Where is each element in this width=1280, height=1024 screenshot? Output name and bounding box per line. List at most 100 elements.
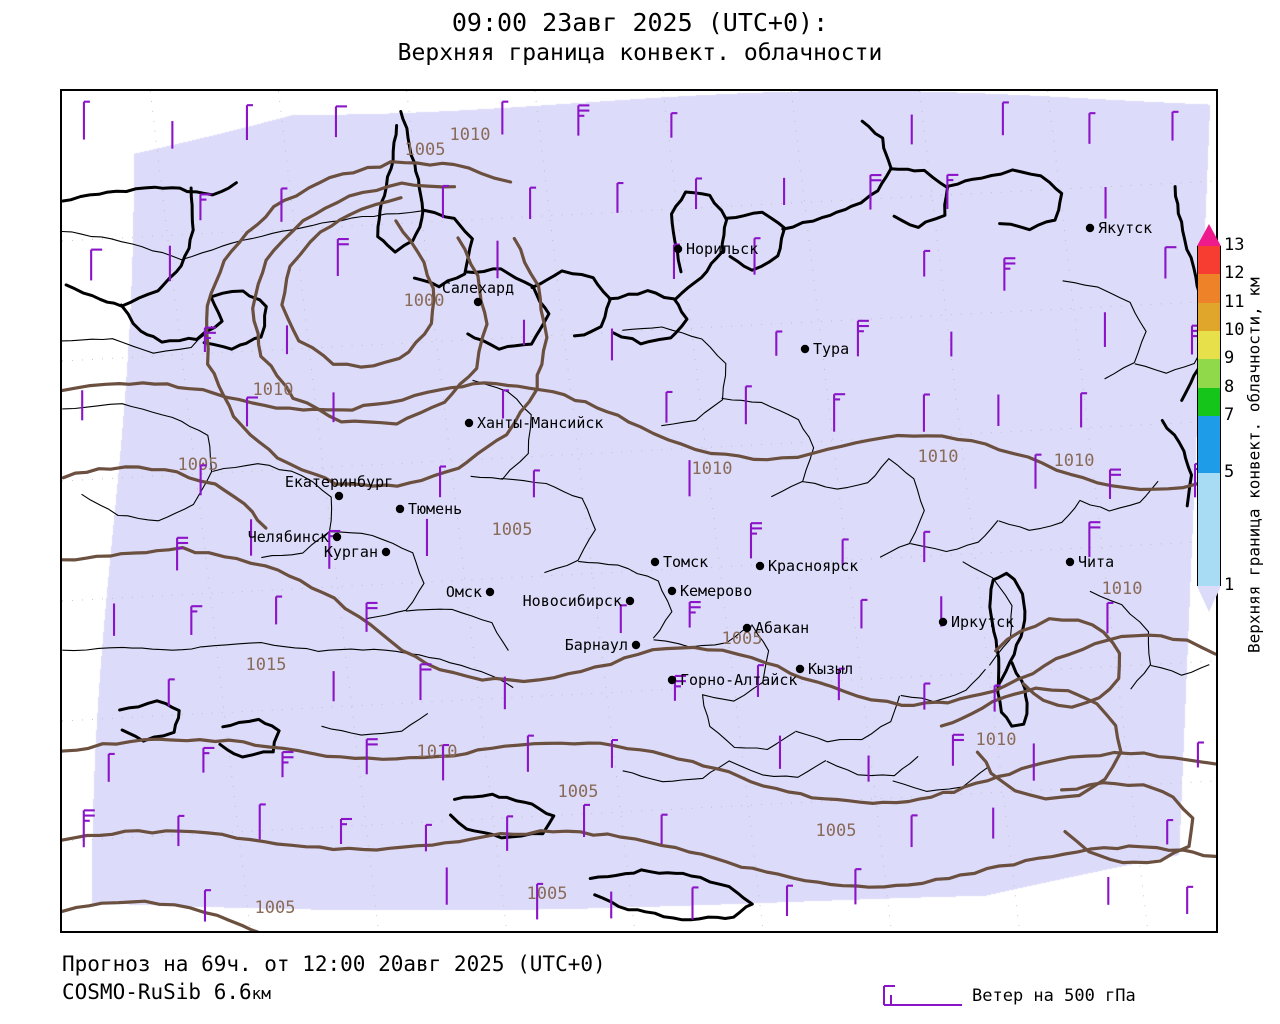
wind-barb[interactable] (854, 868, 862, 905)
wind-barb[interactable] (1034, 453, 1042, 489)
wind-barb[interactable] (860, 598, 868, 629)
wind-barb[interactable] (619, 604, 627, 634)
wind-barb[interactable] (923, 682, 931, 710)
wind-barb[interactable] (167, 678, 175, 707)
wind-barb[interactable] (694, 177, 703, 210)
isobar-label-1000-2: 1000 (404, 291, 445, 311)
isobar-label-1010-9: 1010 (1102, 579, 1143, 599)
wind-barb[interactable] (107, 752, 115, 782)
wind-barb[interactable] (1164, 246, 1177, 279)
footer-text: Прогноз на 69ч. от 12:00 20авг 2025 (UTC… (62, 950, 606, 1008)
wind-barb[interactable] (775, 330, 783, 356)
wind-barb[interactable] (339, 817, 353, 844)
isobar-label-1010-13: 1010 (976, 730, 1017, 750)
wind-barb[interactable] (203, 889, 211, 922)
wind-barb[interactable] (1186, 885, 1194, 914)
graticule[interactable] (62, 91, 1216, 931)
wind-barb[interactable] (1196, 741, 1204, 768)
wind-barb[interactable] (365, 738, 378, 775)
wind-barb[interactable] (756, 664, 764, 697)
isobar-label-1010-12: 1010 (417, 742, 458, 762)
admin-border-layer[interactable] (62, 210, 1210, 792)
wind-barb[interactable] (688, 601, 701, 628)
wind-barb[interactable] (1106, 601, 1114, 634)
wind-barb[interactable] (837, 667, 845, 701)
wind-barb[interactable] (616, 182, 624, 213)
wind-barb-layer[interactable] (81, 100, 1207, 922)
wind-barb[interactable] (82, 809, 95, 848)
wind-barb[interactable] (1088, 112, 1096, 144)
wind-barb[interactable] (1088, 521, 1101, 558)
wind-barb[interactable] (501, 389, 510, 419)
wind-barb[interactable] (90, 248, 103, 281)
wind-barb[interactable] (951, 733, 964, 766)
wind-barb[interactable] (258, 803, 266, 840)
wind-barb[interactable] (280, 187, 288, 222)
wind-barb[interactable] (856, 319, 869, 357)
wind-barb[interactable] (281, 751, 294, 778)
wind-barb[interactable] (1166, 819, 1174, 845)
wind-barb[interactable] (199, 193, 212, 221)
wind-barb[interactable] (610, 738, 618, 768)
wind-barb[interactable] (910, 814, 918, 848)
wind-barb[interactable] (529, 186, 537, 220)
wind-barb[interactable] (749, 522, 762, 559)
wind-barb[interactable] (670, 112, 678, 138)
wind-barb[interactable] (501, 100, 509, 135)
wind-barb[interactable] (176, 536, 189, 571)
wind-barb[interactable] (833, 393, 846, 432)
wind-barb[interactable] (202, 746, 215, 773)
wind-barb[interactable] (785, 884, 794, 917)
wind-barb[interactable] (441, 184, 449, 219)
wind-barb[interactable] (199, 464, 207, 496)
wind-barb[interactable] (1171, 110, 1179, 141)
wind-barb[interactable] (506, 815, 514, 851)
wind-barb[interactable] (336, 238, 349, 277)
isobar-layer[interactable] (62, 160, 1216, 931)
city-layer[interactable]: Якутск Норильск Тура Салехард Ханты-Мансийск… (248, 219, 1152, 689)
wind-barb[interactable] (923, 249, 931, 277)
wind-barb[interactable] (1001, 101, 1009, 136)
wind-barb[interactable] (532, 469, 540, 498)
wind-barb[interactable] (190, 605, 203, 635)
wind-barb[interactable] (841, 538, 849, 565)
wind-barb[interactable] (691, 886, 699, 920)
wind-barb[interactable] (869, 174, 882, 210)
wind-barb[interactable] (744, 385, 752, 425)
wind-barb[interactable] (665, 390, 673, 423)
coastline-layer[interactable] (62, 110, 1206, 922)
colorbar-band-9-10 (1197, 331, 1221, 360)
wind-barb[interactable] (1080, 392, 1088, 428)
isobar-label-1005-4: 1005 (178, 455, 219, 475)
wind-barb[interactable] (577, 104, 590, 136)
wind-barb[interactable] (438, 465, 447, 498)
wind-barb[interactable] (203, 326, 216, 353)
wind-barb[interactable] (946, 173, 959, 209)
wind-barb[interactable] (672, 243, 680, 280)
wind-barb[interactable] (582, 803, 591, 838)
wind-barb[interactable] (365, 601, 378, 632)
colorbar (1197, 224, 1221, 612)
weather-map[interactable]: 1010 1005 1000 1010 1005 1005 1010 1010 1010 1010… (60, 89, 1218, 933)
wind-barb[interactable] (1003, 257, 1016, 291)
wind-barb[interactable] (753, 237, 761, 275)
wind-barb[interactable] (442, 743, 450, 781)
wind-barb[interactable] (660, 813, 668, 845)
wind-barb[interactable] (993, 684, 1001, 712)
city-label-8: Курган (324, 543, 378, 561)
wind-barb[interactable] (419, 663, 432, 701)
colorbar-ticks: 13 12 11 10 9 8 7 5 1 (1224, 237, 1254, 594)
wind-barb[interactable] (82, 100, 90, 140)
wind-barb[interactable] (177, 814, 185, 847)
wind-barb[interactable] (245, 396, 259, 427)
wind-barb[interactable] (536, 882, 544, 920)
wind-barb[interactable] (275, 595, 283, 625)
wind-barb[interactable] (1108, 468, 1121, 499)
wind-barb[interactable] (334, 105, 347, 138)
wind-barb[interactable] (245, 104, 253, 140)
wind-barb[interactable] (526, 734, 534, 772)
wind-barb[interactable] (922, 393, 930, 432)
wind-barb[interactable] (424, 823, 432, 852)
wind-barb[interactable] (923, 530, 931, 563)
